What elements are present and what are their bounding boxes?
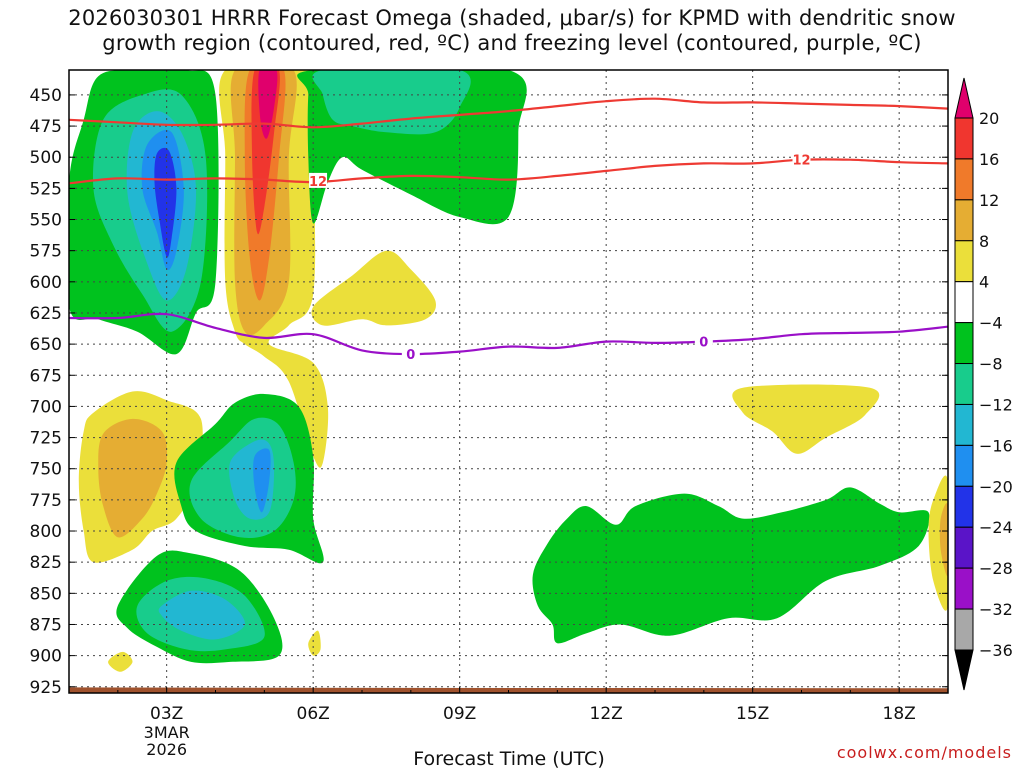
y-tick-label: 775 xyxy=(30,491,62,511)
x-tick-label: 06Z xyxy=(297,704,330,724)
freezing-label-left-bg xyxy=(401,346,420,362)
omega-shaded-region xyxy=(732,384,880,454)
y-tick-label: 450 xyxy=(30,86,62,106)
colorbar-band xyxy=(954,363,974,405)
y-tick-label: 550 xyxy=(30,211,62,231)
omega-shaded-region xyxy=(158,590,245,640)
y-tick-label: 925 xyxy=(30,678,62,698)
freezing-label-right: 0 xyxy=(699,336,708,351)
colorbar-bottom-arrow xyxy=(954,649,974,691)
omega-shaded-region xyxy=(258,70,278,139)
y-tick-label: 700 xyxy=(30,397,62,417)
colorbar-label: 8 xyxy=(979,232,989,251)
omega-shaded-region xyxy=(253,448,271,513)
y-tick-label: 800 xyxy=(30,522,62,542)
colorbar-label: 4 xyxy=(979,273,989,292)
omega-shaded-region xyxy=(308,630,321,656)
colorbar-band xyxy=(954,567,974,610)
y-tick-label: 725 xyxy=(30,429,62,449)
y-tick-label: 625 xyxy=(30,304,62,324)
dgz-upper-contour xyxy=(69,97,948,129)
colorbar-band xyxy=(954,240,974,283)
y-tick-label: 500 xyxy=(30,148,62,168)
x-tick-label: 15Z xyxy=(736,704,769,724)
omega-shaded-region xyxy=(312,70,471,135)
chart-title-line-1: 2026030301 HRRR Forecast Omega (shaded, … xyxy=(68,6,956,30)
colorbar-label: −28 xyxy=(979,559,1013,578)
colorbar-band xyxy=(954,322,974,365)
dgz-label-right: 12 xyxy=(792,154,810,169)
y-tick-label: 875 xyxy=(30,615,62,635)
y-tick-label: 750 xyxy=(30,460,62,480)
y-tick-label: 525 xyxy=(30,179,62,199)
y-tick-label: 675 xyxy=(30,366,62,386)
colorbar-band xyxy=(954,485,974,528)
chart-title-line-2: growth region (contoured, red, ºC) and f… xyxy=(102,31,922,55)
x-tick-sublabel: 3MAR xyxy=(144,723,190,742)
colorbar-label: −32 xyxy=(979,600,1013,619)
x-tick-label: 09Z xyxy=(443,704,476,724)
colorbar-label: 12 xyxy=(979,191,999,210)
x-tick-label: 03Z xyxy=(150,704,183,724)
colorbar: 20 16 12 8 4 −4 −8 −12 −16 −20 −24 −28 −32 −36 xyxy=(954,77,1013,691)
x-tick-label: 18Z xyxy=(883,704,916,724)
freezing-level-contour xyxy=(69,312,948,356)
freezing-label-right-bg xyxy=(694,333,713,349)
dgz-label-right-bg xyxy=(792,151,811,167)
x-tick-label: 12Z xyxy=(590,704,623,724)
colorbar-band xyxy=(954,117,974,160)
colorbar-band xyxy=(954,444,974,487)
x-tick-sublabel: 2026 xyxy=(146,740,187,759)
colorbar-label: −24 xyxy=(979,518,1013,537)
colorbar-band xyxy=(954,608,974,651)
colorbar-label: −16 xyxy=(979,436,1013,455)
x-axis-title: Forecast Time (UTC) xyxy=(413,748,604,768)
colorbar-band xyxy=(954,199,974,242)
credit-link[interactable]: coolwx.com/models xyxy=(836,743,1012,762)
colorbar-label: −8 xyxy=(979,355,1003,374)
colorbar-band xyxy=(954,158,974,201)
y-tick-label: 575 xyxy=(30,242,62,262)
y-tick-label: 850 xyxy=(30,584,62,604)
omega-shaded-region xyxy=(98,418,168,538)
omega-shaded-region xyxy=(532,487,930,644)
colorbar-band xyxy=(954,281,974,324)
omega-shaded-region xyxy=(108,651,133,672)
omega-shaded-region xyxy=(311,250,436,326)
colorbar-label: −4 xyxy=(979,314,1003,333)
omega-shaded-region xyxy=(939,503,948,577)
colorbar-band xyxy=(954,526,974,569)
colorbar-label: 16 xyxy=(979,150,999,169)
colorbar-label: −12 xyxy=(979,395,1013,414)
colorbar-top-arrow xyxy=(954,77,974,119)
y-tick-label: 600 xyxy=(30,273,62,293)
y-tick-label: 650 xyxy=(30,335,62,355)
plot-area: 12 12 0 0 xyxy=(69,70,948,693)
y-tick-label: 900 xyxy=(30,647,62,667)
colorbar-label: −20 xyxy=(979,477,1013,496)
freezing-label-left: 0 xyxy=(406,348,415,363)
grid-lines xyxy=(69,70,948,693)
colorbar-band xyxy=(954,403,974,446)
dgz-label-left: 12 xyxy=(309,175,327,190)
colorbar-label: −36 xyxy=(979,641,1013,660)
chart-title: 2026030301 HRRR Forecast Omega (shaded, … xyxy=(0,6,1024,56)
colorbar-label: 20 xyxy=(979,109,999,128)
y-tick-label: 475 xyxy=(30,117,62,137)
omega-shaded-region xyxy=(154,147,177,258)
y-tick-label: 825 xyxy=(30,553,62,573)
dgz-label-left-bg xyxy=(309,172,328,188)
